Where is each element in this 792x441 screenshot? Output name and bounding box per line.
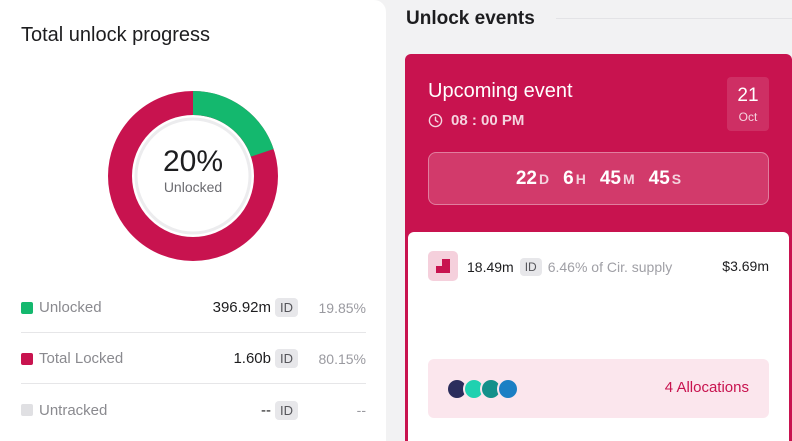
token-chip: ID [275, 298, 298, 317]
countdown-minutes: 45 [599, 167, 621, 189]
unlock-amount: 18.49m [467, 259, 514, 275]
event-date-badge: 21 Oct [727, 77, 769, 131]
allocations-button[interactable]: 4 Allocations [428, 359, 769, 418]
allocation-avatar [497, 378, 519, 400]
unlocked-percent: 20% [162, 145, 224, 178]
unlocked-percent-label: Unlocked [163, 179, 223, 195]
unlock-usd-value: $3.69m [722, 258, 769, 274]
countdown-hours: 6 [563, 167, 574, 189]
legend-label: Total Locked [39, 350, 124, 367]
locked-swatch [21, 352, 33, 365]
event-time-text: 08 : 00 PM [451, 112, 525, 129]
legend-percent: 19.85% [318, 299, 366, 316]
unlock-progress-card: Total unlock progress 20% Unlocked Unloc… [0, 0, 386, 441]
event-details-panel: 18.49m ID 6.46% of Cir. supply $3.69m 4 … [408, 232, 789, 441]
token-chip: ID [275, 400, 298, 420]
card-title: Total unlock progress [21, 24, 210, 46]
legend-row-locked: Total Locked 1.60b ID 80.15% [21, 334, 366, 384]
token-logo-glyph [436, 259, 450, 273]
unlock-amount-row: 18.49m ID 6.46% of Cir. supply [467, 258, 672, 276]
legend-value: -- [261, 401, 271, 419]
countdown-hours-unit: H [575, 170, 586, 187]
title-divider [556, 18, 792, 19]
event-time: 08 : 00 PM [428, 112, 524, 129]
token-chip: ID [275, 349, 298, 368]
event-date-day: 21 [737, 85, 759, 106]
legend-row-unlocked: Unlocked 396.92m ID 19.85% [21, 283, 366, 333]
unlock-donut-chart [108, 91, 278, 261]
countdown-days-unit: D [539, 170, 550, 187]
supply-percent: 6.46% of Cir. supply [547, 259, 673, 275]
donut-inner-ring [134, 117, 252, 235]
legend-percent: 80.15% [318, 350, 366, 367]
donut-unlocked-arc [108, 91, 278, 261]
token-chip: ID [519, 258, 542, 276]
event-title: Upcoming event [428, 80, 573, 102]
legend-row-untracked: Untracked -- ID -- [21, 385, 366, 435]
countdown-seconds: 45 [648, 167, 670, 189]
legend-percent: -- [356, 402, 366, 418]
countdown-timer: 22 D 6 H 45 M 45 S [428, 152, 769, 205]
countdown-seconds-unit: S [671, 170, 682, 187]
event-date-month: Oct [738, 110, 758, 124]
legend-value: 396.92m [212, 299, 271, 316]
section-title: Unlock events [406, 8, 535, 29]
untracked-swatch [21, 404, 33, 416]
countdown-minutes-unit: M [622, 170, 635, 187]
unlocked-swatch [21, 301, 33, 314]
legend-label: Unlocked [39, 299, 102, 316]
countdown-days: 22 [515, 167, 537, 189]
donut-center-label: 20% Unlocked [106, 146, 280, 196]
legend-value: 1.60b [233, 350, 271, 367]
legend-label: Untracked [39, 401, 108, 419]
token-logo-icon [428, 251, 458, 281]
clock-icon [428, 113, 443, 128]
allocations-label: 4 Allocations [664, 379, 749, 396]
upcoming-event-card[interactable]: Upcoming event 08 : 00 PM 21 Oct 22 D 6 … [405, 54, 792, 441]
